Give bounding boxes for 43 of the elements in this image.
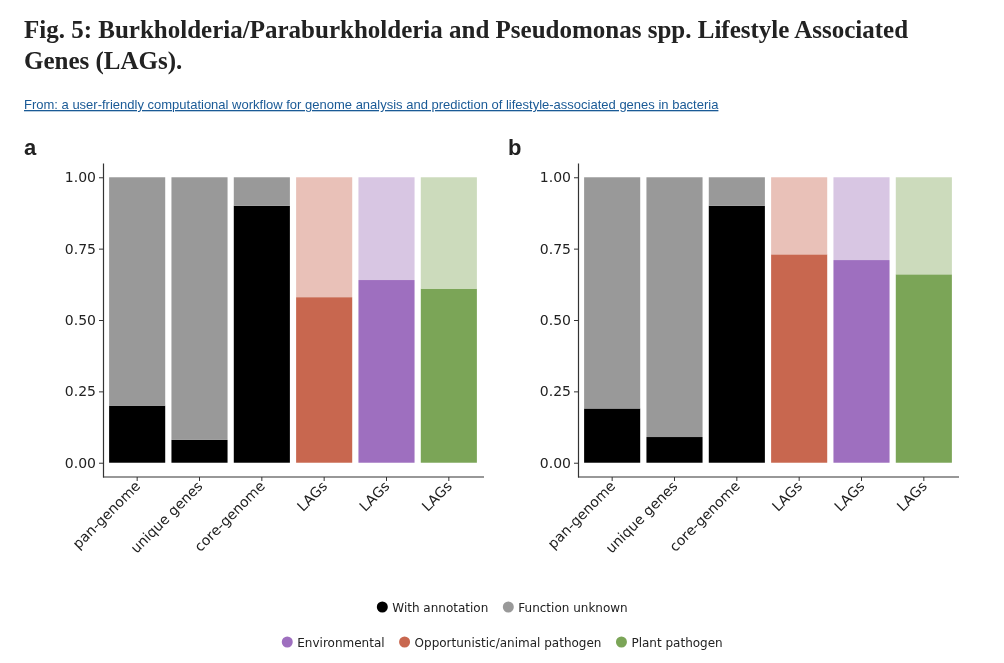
chart-title: b bbox=[508, 135, 522, 160]
bar bbox=[233, 177, 290, 206]
bar bbox=[109, 177, 166, 406]
bar bbox=[833, 177, 890, 261]
legend-label: Plant pathogen bbox=[631, 635, 723, 650]
y-tick-label: 0.00 bbox=[539, 454, 571, 471]
bar bbox=[358, 280, 415, 463]
text: From: a user-friendly computational workflow for genome analysis and prediction of lifestyle-associated genes in bacteria bbox=[24, 97, 720, 112]
legend-label: Environmental bbox=[297, 635, 385, 650]
bar bbox=[584, 408, 641, 463]
y-tick-label: 1.00 bbox=[539, 169, 571, 186]
y-tick-label: 1.00 bbox=[64, 169, 96, 186]
y-tick-label: 0.00 bbox=[64, 454, 96, 471]
y-tick-label: 0.25 bbox=[64, 383, 96, 400]
bar bbox=[109, 405, 166, 463]
y-tick-label: 0.75 bbox=[64, 240, 96, 257]
bar bbox=[584, 177, 641, 409]
bar bbox=[646, 177, 703, 438]
y-tick-label: 0.50 bbox=[64, 311, 96, 328]
bar bbox=[420, 177, 477, 289]
bar bbox=[895, 177, 952, 275]
bar bbox=[708, 205, 765, 463]
bar bbox=[358, 177, 415, 281]
bar bbox=[296, 177, 353, 298]
bar bbox=[833, 260, 890, 463]
bar bbox=[233, 205, 290, 463]
chart-title: a bbox=[24, 135, 37, 160]
legend-label: With annotation bbox=[392, 600, 489, 615]
bar bbox=[646, 437, 703, 463]
bar bbox=[296, 297, 353, 463]
caption: Fig. 5: Burkholderia/Paraburkholderia and Pseudomonas spp. Lifestyle Associated Genes (LAGs). bbox=[24, 16, 909, 75]
bar bbox=[771, 254, 828, 463]
bar bbox=[420, 288, 477, 463]
bar bbox=[771, 177, 828, 255]
y-tick-label: 0.75 bbox=[539, 240, 571, 257]
y-tick-label: 0.50 bbox=[539, 311, 571, 328]
bar bbox=[171, 439, 228, 463]
bar bbox=[895, 274, 952, 463]
y-tick-label: 0.25 bbox=[539, 383, 571, 400]
bar bbox=[171, 177, 228, 440]
bar bbox=[708, 177, 765, 206]
legend-label: Function unknown bbox=[518, 600, 628, 615]
legend-label: Opportunistic/animal pathogen bbox=[414, 635, 602, 650]
